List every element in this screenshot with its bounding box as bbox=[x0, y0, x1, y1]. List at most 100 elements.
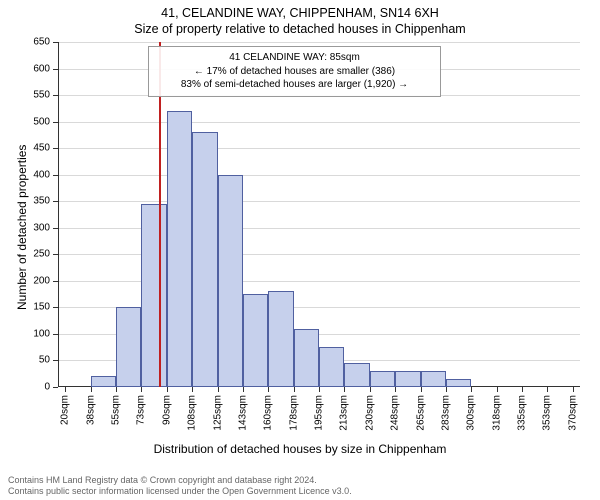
x-tick-mark bbox=[421, 387, 422, 392]
y-tick-label: 200 bbox=[33, 275, 50, 286]
x-tick-label: 178sqm bbox=[288, 395, 299, 431]
x-tick-mark bbox=[522, 387, 523, 392]
y-axis-label: Number of detached properties bbox=[15, 144, 29, 309]
histogram-bar bbox=[268, 291, 293, 387]
footer-attribution: Contains HM Land Registry data © Crown c… bbox=[8, 475, 352, 498]
info-box-line: 83% of semi-detached houses are larger (… bbox=[157, 78, 432, 92]
x-tick-label: 335sqm bbox=[517, 395, 528, 431]
x-tick-mark bbox=[497, 387, 498, 392]
x-tick-label: 160sqm bbox=[263, 395, 274, 431]
y-tick-label: 0 bbox=[44, 382, 50, 393]
x-tick-mark bbox=[192, 387, 193, 392]
x-tick-mark bbox=[116, 387, 117, 392]
x-tick-label: 90sqm bbox=[161, 395, 172, 425]
y-tick-label: 150 bbox=[33, 302, 50, 313]
x-tick-mark bbox=[268, 387, 269, 392]
x-tick-label: 318sqm bbox=[491, 395, 502, 431]
histogram-bar bbox=[218, 175, 243, 387]
y-tick-label: 650 bbox=[33, 37, 50, 48]
y-tick-label: 300 bbox=[33, 222, 50, 233]
x-tick-label: 370sqm bbox=[567, 395, 578, 431]
y-tick-mark bbox=[53, 334, 58, 335]
x-axis-label: Distribution of detached houses by size … bbox=[0, 442, 600, 456]
x-tick-mark bbox=[344, 387, 345, 392]
y-tick-label: 400 bbox=[33, 169, 50, 180]
grid-line bbox=[58, 42, 580, 43]
grid-line bbox=[58, 281, 580, 282]
info-box-line: 41 CELANDINE WAY: 85sqm bbox=[157, 51, 432, 65]
y-tick-mark bbox=[53, 95, 58, 96]
x-tick-label: 38sqm bbox=[85, 395, 96, 425]
y-tick-mark bbox=[53, 387, 58, 388]
x-tick-label: 125sqm bbox=[212, 395, 223, 431]
x-tick-mark bbox=[446, 387, 447, 392]
x-tick-mark bbox=[573, 387, 574, 392]
grid-line bbox=[58, 254, 580, 255]
y-tick-mark bbox=[53, 281, 58, 282]
histogram-bar bbox=[294, 329, 319, 387]
y-tick-label: 50 bbox=[39, 355, 50, 366]
y-tick-label: 550 bbox=[33, 90, 50, 101]
plot-area: 0501001502002503003504004505005506006502… bbox=[58, 42, 580, 387]
x-tick-mark bbox=[167, 387, 168, 392]
y-tick-label: 600 bbox=[33, 63, 50, 74]
x-tick-label: 230sqm bbox=[364, 395, 375, 431]
x-tick-mark bbox=[294, 387, 295, 392]
y-tick-mark bbox=[53, 175, 58, 176]
histogram-bar bbox=[116, 307, 141, 387]
y-tick-label: 350 bbox=[33, 196, 50, 207]
x-tick-mark bbox=[218, 387, 219, 392]
x-tick-label: 55sqm bbox=[111, 395, 122, 425]
x-tick-mark bbox=[370, 387, 371, 392]
y-tick-mark bbox=[53, 148, 58, 149]
grid-line bbox=[58, 122, 580, 123]
property-info-box: 41 CELANDINE WAY: 85sqm← 17% of detached… bbox=[148, 46, 441, 97]
histogram-bar bbox=[446, 379, 471, 387]
footer-line1: Contains HM Land Registry data © Crown c… bbox=[8, 475, 352, 486]
y-tick-mark bbox=[53, 228, 58, 229]
y-tick-label: 100 bbox=[33, 328, 50, 339]
x-tick-label: 143sqm bbox=[237, 395, 248, 431]
x-tick-mark bbox=[141, 387, 142, 392]
x-tick-mark bbox=[319, 387, 320, 392]
x-tick-label: 300sqm bbox=[466, 395, 477, 431]
chart-title-line1: 41, CELANDINE WAY, CHIPPENHAM, SN14 6XH bbox=[0, 0, 600, 20]
grid-line bbox=[58, 175, 580, 176]
y-tick-mark bbox=[53, 42, 58, 43]
y-tick-mark bbox=[53, 360, 58, 361]
x-tick-label: 108sqm bbox=[187, 395, 198, 431]
histogram-bar bbox=[421, 371, 446, 387]
histogram-bar bbox=[192, 132, 217, 387]
x-tick-mark bbox=[243, 387, 244, 392]
x-tick-label: 20sqm bbox=[60, 395, 71, 425]
chart-title-line2: Size of property relative to detached ho… bbox=[0, 20, 600, 36]
footer-line2: Contains public sector information licen… bbox=[8, 486, 352, 497]
y-tick-mark bbox=[53, 254, 58, 255]
x-tick-label: 73sqm bbox=[136, 395, 147, 425]
histogram-bar bbox=[370, 371, 395, 387]
x-tick-mark bbox=[91, 387, 92, 392]
histogram-bar bbox=[167, 111, 192, 387]
y-tick-label: 450 bbox=[33, 143, 50, 154]
x-tick-label: 265sqm bbox=[415, 395, 426, 431]
grid-line bbox=[58, 228, 580, 229]
x-tick-mark bbox=[471, 387, 472, 392]
y-tick-mark bbox=[53, 307, 58, 308]
histogram-bar bbox=[243, 294, 268, 387]
x-tick-label: 213sqm bbox=[339, 395, 350, 431]
histogram-bar bbox=[344, 363, 369, 387]
x-tick-mark bbox=[395, 387, 396, 392]
x-tick-label: 248sqm bbox=[390, 395, 401, 431]
x-tick-label: 195sqm bbox=[314, 395, 325, 431]
info-box-line: ← 17% of detached houses are smaller (38… bbox=[157, 65, 432, 79]
x-tick-label: 353sqm bbox=[542, 395, 553, 431]
histogram-bar bbox=[141, 204, 166, 387]
x-tick-mark bbox=[65, 387, 66, 392]
histogram-bar bbox=[395, 371, 420, 387]
y-tick-mark bbox=[53, 69, 58, 70]
y-axis-line bbox=[58, 42, 59, 387]
histogram-bar bbox=[319, 347, 344, 387]
y-tick-mark bbox=[53, 201, 58, 202]
grid-line bbox=[58, 148, 580, 149]
y-tick-label: 500 bbox=[33, 116, 50, 127]
